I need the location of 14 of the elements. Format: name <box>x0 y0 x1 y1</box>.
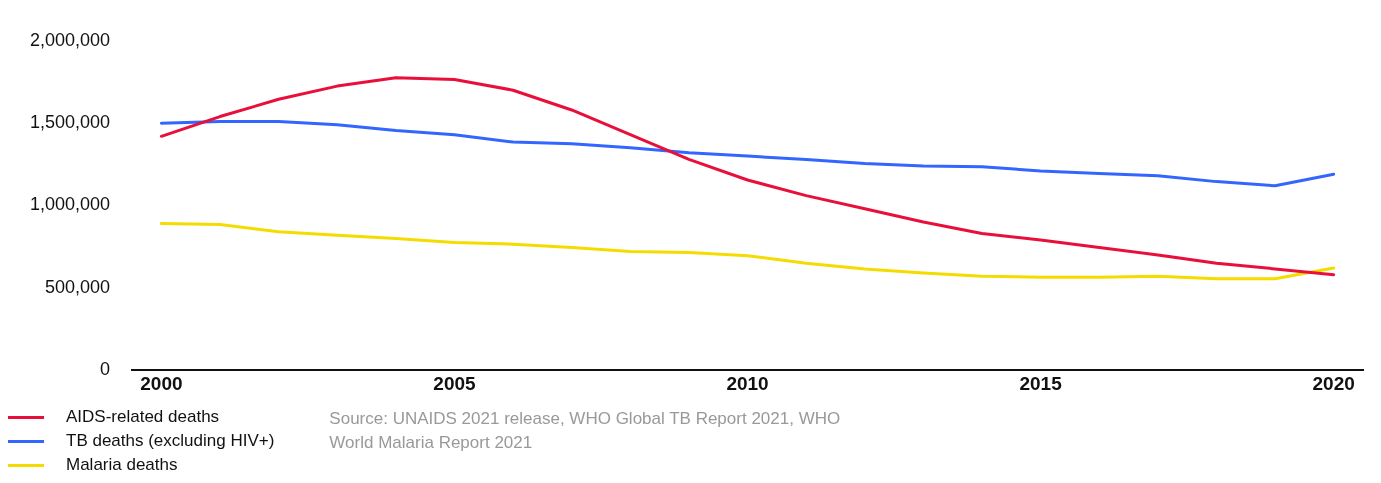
legend-label: Malaria deaths <box>66 455 178 475</box>
y-tick-label: 1,000,000 <box>30 194 111 215</box>
source-note: Source: UNAIDS 2021 release, WHO Global TB Report 2021, WHO World Malaria Report 2021 <box>329 408 842 454</box>
legend-label: TB deaths (excluding HIV+) <box>66 431 275 451</box>
x-tick-label: 2005 <box>433 372 477 394</box>
x-tick-label: 2015 <box>1019 372 1063 394</box>
legend-label: AIDS-related deaths <box>66 407 220 427</box>
x-tick-label: 2010 <box>726 372 769 394</box>
x-tick-label: 2000 <box>140 372 183 394</box>
y-tick-label: 0 <box>100 359 111 380</box>
y-tick-label: 500,000 <box>45 276 111 297</box>
x-tick-label: 2020 <box>1312 372 1355 394</box>
y-tick-label: 1,500,000 <box>30 112 111 133</box>
y-tick-label: 2,000,000 <box>30 29 111 50</box>
